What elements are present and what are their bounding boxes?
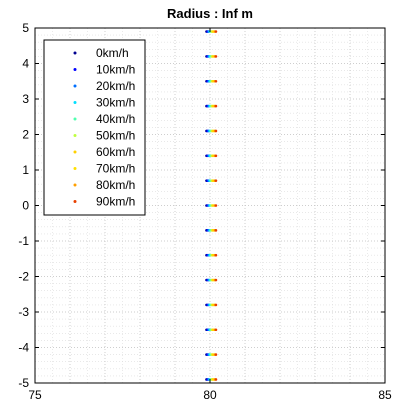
legend-marker (73, 134, 77, 137)
y-tick-label: -2 (18, 270, 29, 284)
y-tick-label: -1 (18, 234, 29, 248)
legend-label: 0km/h (96, 46, 129, 60)
legend-marker (73, 200, 77, 203)
y-tick-label: -5 (18, 376, 29, 390)
y-tick-label: 1 (22, 163, 29, 177)
legend-label: 10km/h (96, 63, 135, 77)
data-point (214, 30, 218, 33)
data-point (214, 353, 218, 356)
chart-title: Radius : Inf m (167, 6, 253, 21)
legend-marker (73, 84, 77, 88)
data-point (214, 303, 218, 307)
legend: 0km/h 10km/h 20km/h 30km/h 40km/h 50km/h 60km/… (43, 39, 146, 216)
legend-box (43, 39, 146, 216)
x-tick-label: 80 (203, 388, 217, 402)
y-tick-label: 5 (22, 21, 29, 35)
x-tick-label: 85 (378, 388, 392, 402)
tick-labels: 75 80 85 5 4 3 2 1 0 -1 -2 -3 -4 -5 (18, 21, 392, 402)
data-point (214, 154, 218, 158)
legend-label: 70km/h (96, 162, 135, 176)
legend-label: 40km/h (96, 112, 135, 126)
legend-label: 30km/h (96, 96, 135, 110)
data-point (214, 55, 218, 58)
data-point (214, 229, 218, 232)
data-point (214, 378, 218, 381)
legend-marker (73, 150, 77, 154)
data-point (214, 79, 218, 83)
legend-label: 60km/h (96, 145, 135, 159)
data-point (214, 129, 218, 133)
y-tick-label: 2 (22, 128, 29, 142)
legend-marker (73, 183, 77, 187)
y-tick-label: -4 (18, 341, 29, 355)
legend-label: 20km/h (96, 79, 135, 93)
legend-marker (73, 117, 77, 121)
axis-ticks (34, 27, 386, 384)
data-point (214, 104, 218, 108)
y-tick-label: 0 (22, 199, 29, 213)
y-tick-label: -3 (18, 305, 29, 319)
legend-label: 90km/h (96, 195, 135, 209)
data-point (214, 179, 218, 182)
legend-label: 50km/h (96, 129, 135, 143)
legend-marker (73, 101, 77, 104)
y-tick-label: 4 (22, 57, 29, 71)
legend-marker (73, 51, 77, 55)
y-tick-label: 3 (22, 92, 29, 106)
data-point (214, 328, 218, 332)
x-tick-label: 75 (28, 388, 42, 402)
data-point (214, 253, 218, 257)
data-points (205, 30, 218, 381)
data-point (214, 204, 218, 207)
data-point (214, 278, 218, 282)
legend-marker (73, 68, 77, 71)
legend-label: 80km/h (96, 178, 135, 192)
legend-marker (73, 167, 77, 170)
